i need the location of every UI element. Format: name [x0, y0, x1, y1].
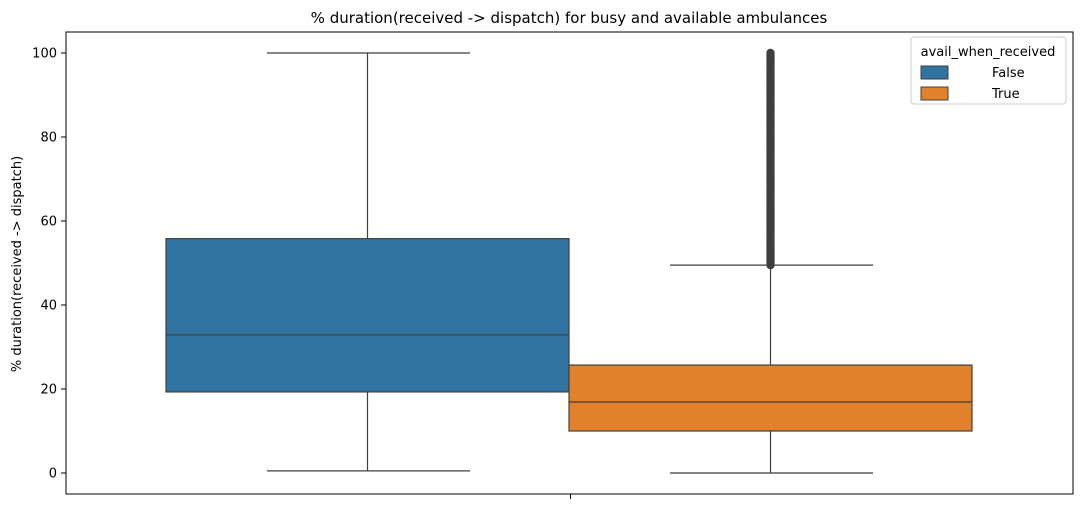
legend-frame: [910, 36, 1067, 105]
y-tick-label: 40: [40, 299, 57, 314]
plot-area: [165, 48, 973, 474]
y-tick-label: 20: [40, 383, 57, 398]
y-axis-label: % duration(received -> dispatch): [10, 156, 25, 372]
box-true: [568, 48, 973, 474]
box-iqr: [165, 238, 570, 393]
y-tick-label: 0: [49, 467, 57, 482]
legend-label-true: True: [991, 87, 1020, 102]
y-tick-label: 80: [40, 131, 57, 146]
y-tick-label: 60: [40, 215, 57, 230]
chart-title: % duration(received -> dispatch) for bus…: [311, 9, 828, 27]
y-tick-label: 100: [32, 47, 57, 62]
legend-label-false: False: [992, 66, 1025, 81]
legend: avail_when_received False True: [910, 36, 1067, 105]
legend-swatch-false: [920, 65, 949, 80]
legend-swatch-true: [920, 86, 949, 101]
box-false: [165, 52, 570, 472]
legend-title: avail_when_received: [921, 45, 1056, 60]
axes-frame: [65, 31, 1074, 495]
box-iqr: [568, 364, 973, 432]
y-axis: 0 20 40 60 80 100: [32, 31, 1074, 499]
outlier-point: [766, 48, 775, 58]
outliers: [766, 48, 775, 270]
